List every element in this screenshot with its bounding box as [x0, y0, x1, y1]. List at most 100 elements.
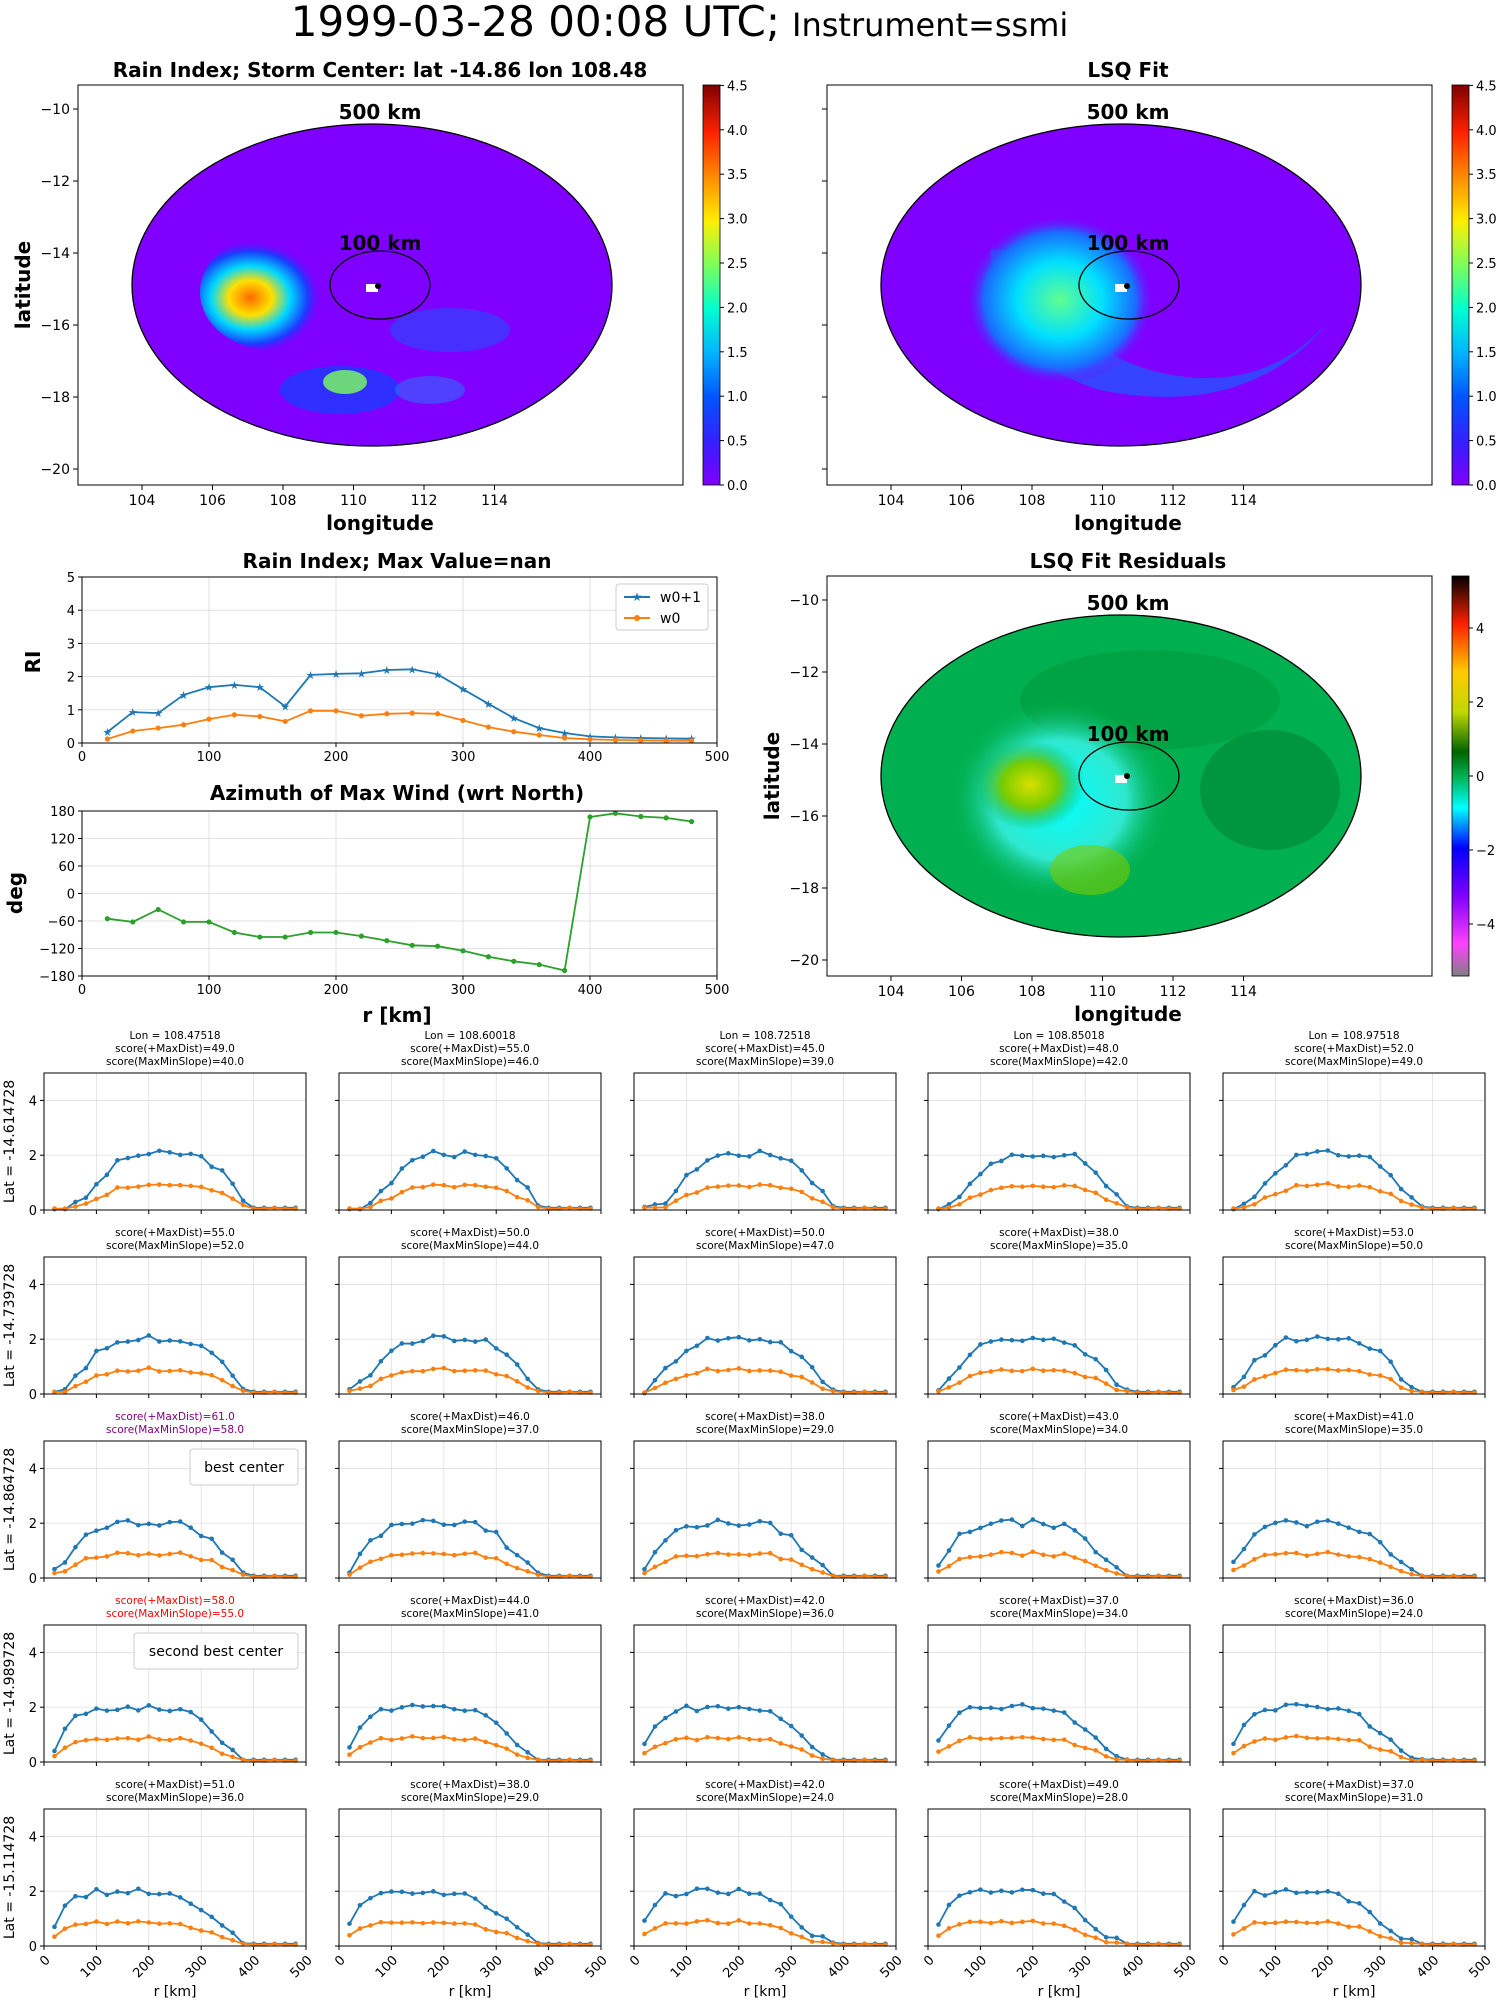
data-point [1346, 1336, 1352, 1341]
data-point [146, 1920, 152, 1925]
data-point [504, 1930, 509, 1936]
data-point [1030, 1549, 1036, 1555]
profile-panel: 0 100 200 300 400 500 score(+MaxDist)=38.0scor… [332, 1779, 610, 1981]
data-point [1093, 1190, 1098, 1196]
profile-panel: 0 100 200 300 400 500 score(+MaxDist)=42.0scor… [627, 1779, 905, 1981]
x-tick-label: 400 [825, 1953, 853, 1981]
x-tick-label: 200 [324, 750, 349, 765]
data-point [820, 1199, 825, 1205]
data-point [483, 1337, 489, 1342]
data-point [946, 1744, 952, 1749]
data-point [451, 1338, 457, 1344]
panel-area [634, 1257, 896, 1394]
data-point [1061, 1368, 1067, 1374]
data-point [1262, 1893, 1268, 1898]
ring-100km [1078, 250, 1180, 320]
data-point [1103, 1754, 1109, 1759]
x-tick-label: 100 [962, 1953, 990, 1981]
plot-area [82, 577, 717, 743]
data-point [177, 1706, 183, 1712]
data-point [1377, 1747, 1383, 1752]
data-point [94, 1736, 99, 1742]
data-point [451, 1736, 457, 1742]
data-point [767, 1339, 773, 1345]
lat-tick-label: −20 [789, 953, 819, 969]
data-point [1051, 1525, 1057, 1531]
data-point [83, 1365, 89, 1371]
data-point [715, 1920, 721, 1926]
data-point [663, 1538, 668, 1543]
data-point [167, 1338, 173, 1343]
data-point [535, 1388, 541, 1394]
data-point [652, 1385, 658, 1391]
data-point [1114, 1940, 1119, 1945]
data-point [272, 1205, 277, 1211]
data-point [999, 1337, 1004, 1342]
data-point [1346, 1525, 1352, 1531]
data-point [673, 1376, 679, 1382]
data-point-star: ★ [433, 668, 443, 681]
data-point [83, 1555, 89, 1561]
panel-legend-box [133, 1632, 299, 1670]
data-point [1103, 1557, 1109, 1563]
data-point [1040, 1521, 1046, 1527]
storm-center-dot [1124, 283, 1130, 289]
data-point [198, 1343, 204, 1349]
data-point [1262, 1920, 1268, 1926]
data-point [778, 1369, 784, 1375]
data-point [156, 1523, 162, 1528]
data-point [1283, 1702, 1289, 1708]
data-point [357, 1379, 363, 1384]
data-point [83, 1921, 89, 1927]
data-point [799, 1547, 804, 1553]
data-point [663, 1365, 668, 1371]
data-point [410, 1521, 415, 1526]
data-point [115, 1185, 120, 1190]
data-point [694, 1708, 700, 1714]
data-point [978, 1705, 983, 1711]
storm-center-dot [375, 283, 381, 289]
data-point [504, 1545, 509, 1550]
y-tick-label: 0 [29, 1940, 37, 1955]
data-point [862, 1941, 867, 1947]
data-point [451, 1891, 457, 1897]
data-point [52, 1748, 57, 1754]
data-point [272, 1941, 277, 1947]
data-point [1398, 1559, 1404, 1565]
data-point [767, 1708, 773, 1714]
panel-frame [43, 1440, 307, 1579]
panel-area [1223, 1073, 1485, 1210]
data-point [514, 1924, 520, 1930]
panel-score-maxminslope: score(MaxMinSlope)=36.0 [696, 1608, 834, 1620]
data-point [1398, 1385, 1404, 1391]
data-point [1356, 1901, 1362, 1906]
data-point [94, 1348, 99, 1354]
data-point [736, 1366, 742, 1371]
data-point [788, 1723, 794, 1729]
data-point [746, 1368, 752, 1374]
data-point [673, 1893, 679, 1899]
panel-score-maxminslope: score(MaxMinSlope)=41.0 [401, 1608, 539, 1620]
data-point [399, 1552, 405, 1558]
data-point [399, 1369, 405, 1375]
x-tick-label: 500 [582, 1953, 610, 1981]
data-point [936, 1569, 941, 1574]
data-point [694, 1919, 700, 1924]
x-tick-label: 400 [530, 1953, 558, 1981]
data-point [167, 1519, 173, 1525]
data-point [788, 1186, 794, 1192]
data-point [155, 725, 161, 731]
data-point [525, 1385, 530, 1390]
data-point [1156, 1757, 1161, 1763]
colorbar-tick-label: 4.5 [1476, 79, 1497, 94]
data-point [567, 1573, 572, 1579]
data-point [198, 1533, 204, 1539]
data-point [1356, 1554, 1362, 1560]
panel-score-maxdist: score(+MaxDist)=37.0 [999, 1595, 1119, 1607]
data-point [778, 1741, 784, 1746]
data-point [1072, 1905, 1078, 1911]
panel-score-maxdist: score(+MaxDist)=43.0 [999, 1411, 1119, 1423]
panel-frame [43, 1624, 307, 1763]
plot-frame [81, 810, 718, 977]
data-point [525, 1560, 530, 1565]
